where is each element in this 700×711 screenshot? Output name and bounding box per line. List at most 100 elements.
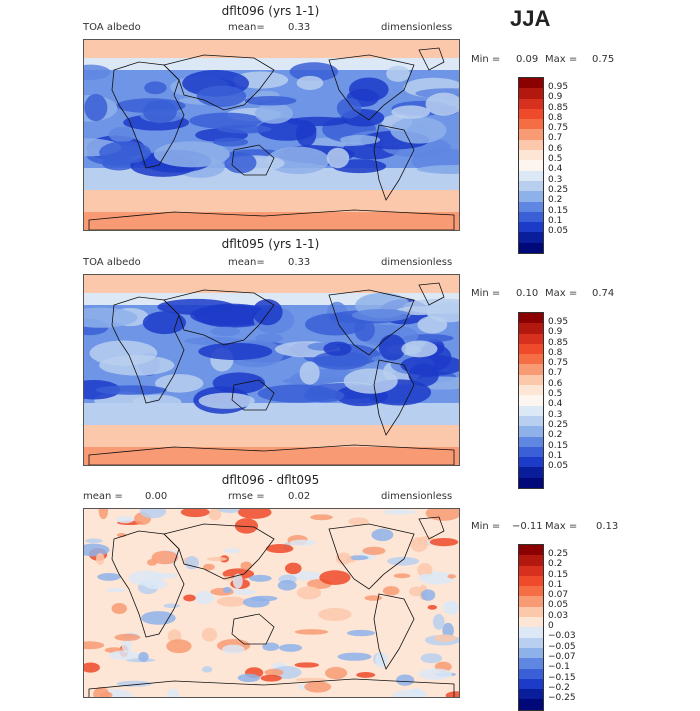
colorbar-segment — [519, 354, 543, 365]
colorbar-tick-label: 0.03 — [548, 610, 569, 621]
colorbar-segment — [519, 637, 543, 648]
panel-2-min-value: 0.10 — [516, 288, 539, 299]
colorbar-segment — [519, 405, 543, 416]
colorbar-segment — [519, 668, 543, 679]
panel-3-map — [83, 508, 460, 698]
panel-1-max-value: 0.75 — [592, 54, 615, 65]
colorbar-segment — [519, 119, 543, 130]
colorbar-tick-label: 0.15 — [548, 205, 569, 216]
panel-1-mean-label: mean= — [228, 22, 265, 33]
panel-3-max-label: Max = — [545, 521, 578, 532]
colorbar-tick-label: −0.2 — [548, 682, 570, 693]
colorbar-segment — [519, 627, 543, 638]
colorbar-tick-label: 0.07 — [548, 590, 569, 601]
colorbar-segment — [519, 565, 543, 576]
colorbar-segment — [519, 150, 543, 161]
colorbar-tick-label: 0.6 — [548, 143, 563, 154]
colorbar-tick-label: −0.03 — [548, 631, 576, 642]
panel-3-rmse-value: 0.02 — [288, 491, 311, 502]
colorbar-segment — [519, 689, 543, 700]
colorbar-tick-label: 0.4 — [548, 399, 563, 410]
colorbar-tick-label: −0.15 — [548, 672, 576, 683]
colorbar-tick-label: 0.7 — [548, 368, 563, 379]
panel-3-rmse-label: rmse = — [228, 491, 265, 502]
colorbar-segment — [519, 467, 543, 478]
panel-3-min-value: −0.11 — [512, 521, 543, 532]
colorbar-segment — [519, 108, 543, 120]
panel-1-title: dflt096 (yrs 1-1) — [221, 4, 320, 18]
colorbar-segment — [519, 647, 543, 659]
panel-2-colorbar-labels: 0.95 0.9 0.85 0.8 0.75 0.7 0.6 0.5 0.4 0.3 0.25 0.2… — [548, 317, 568, 471]
colorbar-segment — [519, 374, 543, 386]
panel-3-max-value: 0.13 — [596, 521, 619, 532]
colorbar-tick-label: −0.07 — [548, 651, 576, 662]
colorbar-tick-label: 0.9 — [548, 327, 563, 338]
panel-3-min-label: Min = — [471, 521, 501, 532]
panel-1-max-label: Max = — [545, 54, 578, 65]
colorbar-tick-label: 0.9 — [548, 92, 563, 103]
colorbar-segment — [519, 385, 543, 396]
panel-2-variable: TOA albedo — [83, 257, 141, 268]
colorbar-tick-label: 0.5 — [548, 154, 563, 165]
panel-2-max-label: Max = — [545, 288, 578, 299]
panel-1-map — [83, 39, 460, 231]
colorbar-tick-label: 0.05 — [548, 226, 569, 237]
colorbar-segment — [519, 242, 543, 254]
colorbar-segment — [519, 606, 543, 618]
colorbar-tick-label: −0.1 — [548, 662, 570, 673]
colorbar-segment — [519, 129, 543, 140]
colorbar-tick-label: 0.05 — [548, 600, 569, 611]
colorbar-tick-label: −0.05 — [548, 641, 576, 652]
colorbar-tick-label: 0.8 — [548, 347, 563, 358]
panel-1-units: dimensionless — [381, 22, 453, 33]
colorbar-segment — [519, 211, 543, 223]
colorbar-tick-label: 0.85 — [548, 102, 569, 113]
colorbar-segment — [519, 232, 543, 243]
colorbar-tick-label: 0.25 — [548, 549, 569, 559]
colorbar-segment — [519, 575, 543, 587]
colorbar-tick-label: 0.4 — [548, 164, 563, 175]
colorbar-segment — [519, 191, 543, 202]
panel-3-mean-value: 0.00 — [145, 491, 168, 502]
panel-3-units: dimensionless — [381, 491, 453, 502]
colorbar-segment — [519, 98, 543, 109]
colorbar-segment — [519, 323, 543, 334]
colorbar-tick-label: 0.7 — [548, 133, 563, 144]
colorbar-tick-label: 0.5 — [548, 389, 563, 400]
panel-1-colorbar-labels: 0.95 0.9 0.85 0.8 0.75 0.7 0.6 0.5 0.4 0.3 0.25 0.2… — [548, 82, 568, 236]
colorbar-segment — [519, 477, 543, 489]
colorbar-tick-label: 0.1 — [548, 215, 563, 226]
panel-1-min-value: 0.09 — [516, 54, 539, 65]
colorbar-tick-label: 0.2 — [548, 559, 563, 570]
colorbar-tick-label: 0.1 — [548, 450, 563, 461]
colorbar-segment — [519, 446, 543, 458]
colorbar-tick-label: 0.1 — [548, 579, 563, 590]
colorbar-tick-label: 0.3 — [548, 174, 563, 185]
colorbar-tick-label: 0.2 — [548, 430, 563, 441]
panel-2-mean-label: mean= — [228, 257, 265, 268]
panel-1-min-label: Min = — [471, 54, 501, 65]
panel-2-map — [83, 274, 460, 466]
panel-2-colorbar — [518, 312, 544, 490]
colorbar-segment — [519, 160, 543, 171]
panel-1-mean-value: 0.33 — [288, 22, 311, 33]
colorbar-segment — [519, 658, 543, 669]
colorbar-tick-label: 0.75 — [548, 123, 569, 134]
colorbar-segment — [519, 436, 543, 447]
colorbar-segment — [519, 545, 543, 556]
season-label: JJA — [510, 6, 551, 31]
colorbar-segment — [519, 313, 543, 324]
colorbar-tick-label: 0.25 — [548, 419, 569, 430]
colorbar-tick-label: 0.6 — [548, 378, 563, 389]
colorbar-segment — [519, 170, 543, 181]
panel-3-title: dflt096 - dflt095 — [221, 473, 320, 487]
colorbar-segment — [519, 395, 543, 406]
colorbar-segment — [519, 457, 543, 468]
panel-1-variable: TOA albedo — [83, 22, 141, 33]
colorbar-tick-label: −0.25 — [548, 693, 576, 704]
colorbar-segment — [519, 699, 543, 710]
colorbar-segment — [519, 364, 543, 375]
colorbar-segment — [519, 78, 543, 89]
panel-3-mean-label: mean = — [83, 491, 123, 502]
colorbar-segment — [519, 180, 543, 192]
